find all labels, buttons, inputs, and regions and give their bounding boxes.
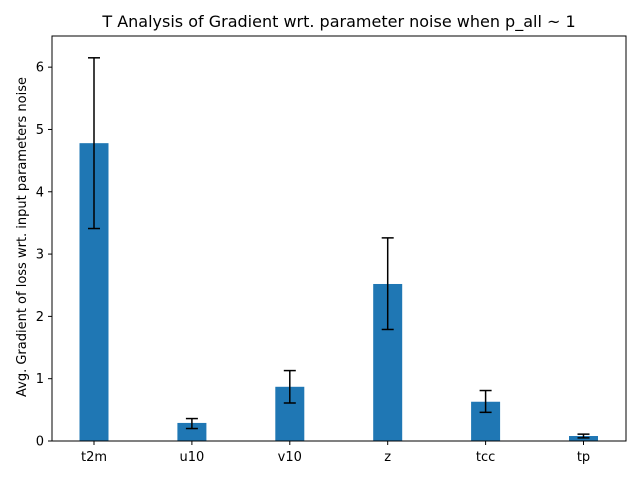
y-tick-label: 1 (36, 372, 44, 387)
x-tick-label-tp: tp (577, 450, 590, 465)
error-bar-tp (577, 433, 590, 439)
chart-title: T Analysis of Gradient wrt. parameter no… (101, 12, 575, 32)
y-tick-label: 3 (36, 248, 44, 263)
error-bar-v10 (283, 369, 296, 404)
x-tick-label-u10: u10 (180, 450, 205, 465)
y-tick-label: 2 (36, 310, 44, 325)
y-tick-label: 5 (36, 123, 44, 138)
error-bar-tcc (479, 389, 492, 414)
x-tick-label-v10: v10 (278, 450, 302, 465)
error-bar-u10 (185, 417, 198, 430)
axes-frame (51, 35, 627, 442)
plot-area: 0 1 2 3 4 5 6 t2m u10 v10 z tcc tp (36, 35, 627, 465)
x-tick-label-t2m: t2m (81, 450, 107, 465)
y-tick-label: 4 (36, 185, 44, 200)
x-tick-label-z: z (384, 450, 391, 465)
y-tick-label: 6 (36, 61, 44, 76)
error-bar-z (381, 237, 394, 331)
y-tick-label: 0 (36, 435, 44, 450)
bar-u10 (177, 422, 207, 441)
x-tick-label-tcc: tcc (476, 450, 495, 465)
error-bar-t2m (88, 57, 100, 230)
y-axis-label: Avg. Gradient of loss wrt. input paramet… (15, 77, 30, 397)
